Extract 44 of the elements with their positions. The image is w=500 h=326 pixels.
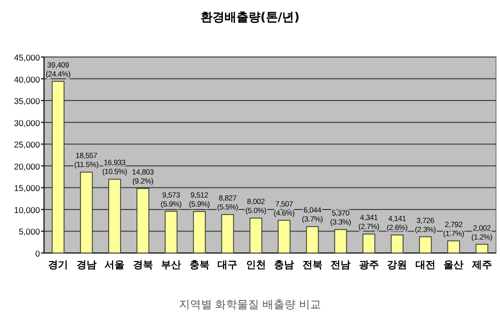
- bar: [278, 220, 290, 254]
- x-tick-label: 충북: [189, 260, 210, 271]
- y-tick-label: 5,000: [18, 226, 40, 237]
- y-tick-label: 30,000: [14, 118, 40, 128]
- y-tick-label: 40,000: [14, 74, 40, 84]
- bar: [193, 211, 206, 254]
- bar: [108, 178, 121, 254]
- bar: [250, 218, 262, 254]
- bar: [52, 80, 64, 254]
- x-tick-label: 제주: [470, 260, 492, 271]
- bar: [390, 234, 404, 254]
- bar: [221, 214, 234, 254]
- x-tick-label: 경북: [132, 260, 153, 271]
- bar: [136, 188, 150, 254]
- bar: [362, 234, 376, 254]
- x-tick-label: 전남: [330, 260, 351, 271]
- y-tick-label: 35,000: [14, 96, 40, 106]
- x-tick-label: 인천: [246, 260, 266, 271]
- bar: [419, 236, 432, 254]
- y-tick-label: 0: [35, 248, 40, 258]
- x-tick-label: 전북: [302, 260, 322, 271]
- x-tick-label: 대전: [415, 260, 436, 271]
- chart-title: 환경배출량(톤/년): [200, 10, 300, 24]
- y-tick-label: 10,000: [14, 204, 40, 215]
- x-tick-label: 충남: [274, 260, 294, 271]
- bar: [164, 210, 178, 254]
- x-tick-label: 울산: [444, 260, 464, 271]
- bar: [334, 229, 347, 254]
- y-tick-label: 45,000: [14, 52, 40, 62]
- bar: [80, 172, 93, 254]
- x-tick-label: 강원: [387, 260, 408, 271]
- y-tick-label: 25,000: [14, 140, 40, 150]
- y-tick-label: 15,000: [14, 183, 40, 194]
- bar: [447, 240, 460, 254]
- bar: [476, 244, 488, 254]
- bar: [306, 226, 319, 254]
- text: 지역별 화학물질 배출량 비교: [178, 298, 322, 311]
- x-tick-label: 부산: [161, 260, 182, 271]
- x-tick-label: 서울: [104, 260, 125, 271]
- x-tick-label: 광주: [358, 260, 379, 271]
- x-tick-label: 경기: [48, 260, 68, 271]
- x-tick-label: 대구: [218, 260, 238, 271]
- x-tick-label: 경남: [76, 260, 96, 271]
- y-tick-label: 20,000: [14, 161, 40, 172]
